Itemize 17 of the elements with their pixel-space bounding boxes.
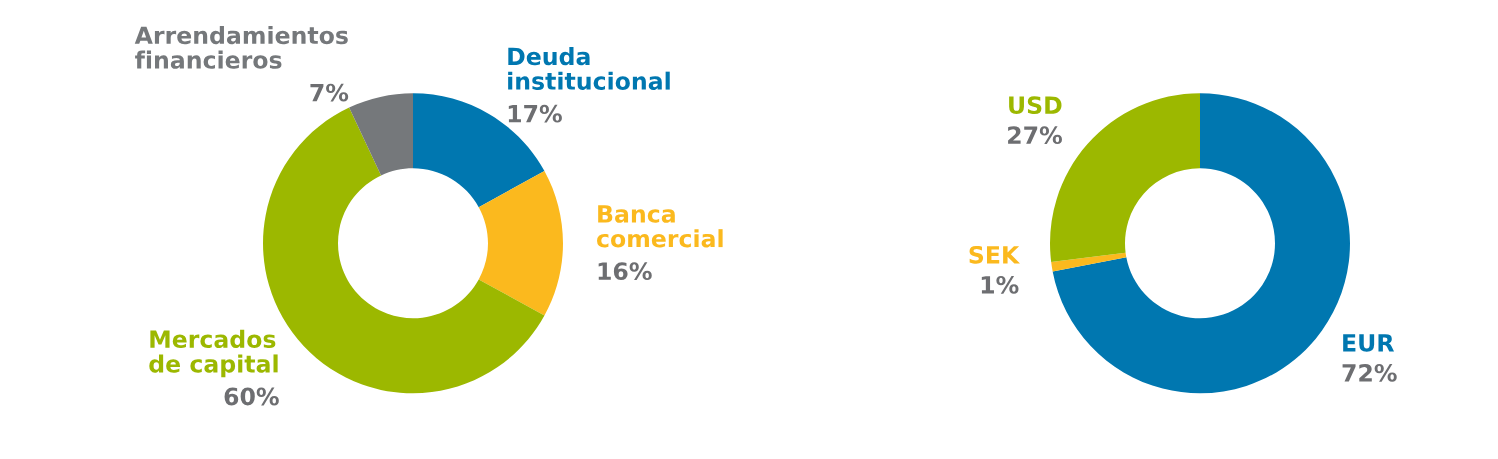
slice-label: Mercados de capital (149, 329, 278, 378)
data-label: 27% (1008, 126, 1062, 145)
slice-label: EUR (1343, 334, 1395, 352)
data-label: 16% (598, 262, 652, 281)
slice-label: SEK (969, 245, 1020, 264)
slice-label: USD (1009, 96, 1062, 115)
data-label: 60% (224, 387, 279, 406)
slice-label: Arrendamientos financieros (134, 25, 348, 69)
data-label: 1% (981, 275, 1019, 294)
donut-slice (349, 93, 413, 176)
data-label: 17% (508, 104, 562, 123)
donut-slice (478, 171, 563, 316)
data-label: 72% (1342, 363, 1397, 382)
donut-slice (1051, 252, 1127, 272)
slice-label: Deuda institucional (508, 47, 670, 90)
slice-label: Banca comercial (597, 205, 723, 248)
data-label: 7% (310, 83, 349, 102)
